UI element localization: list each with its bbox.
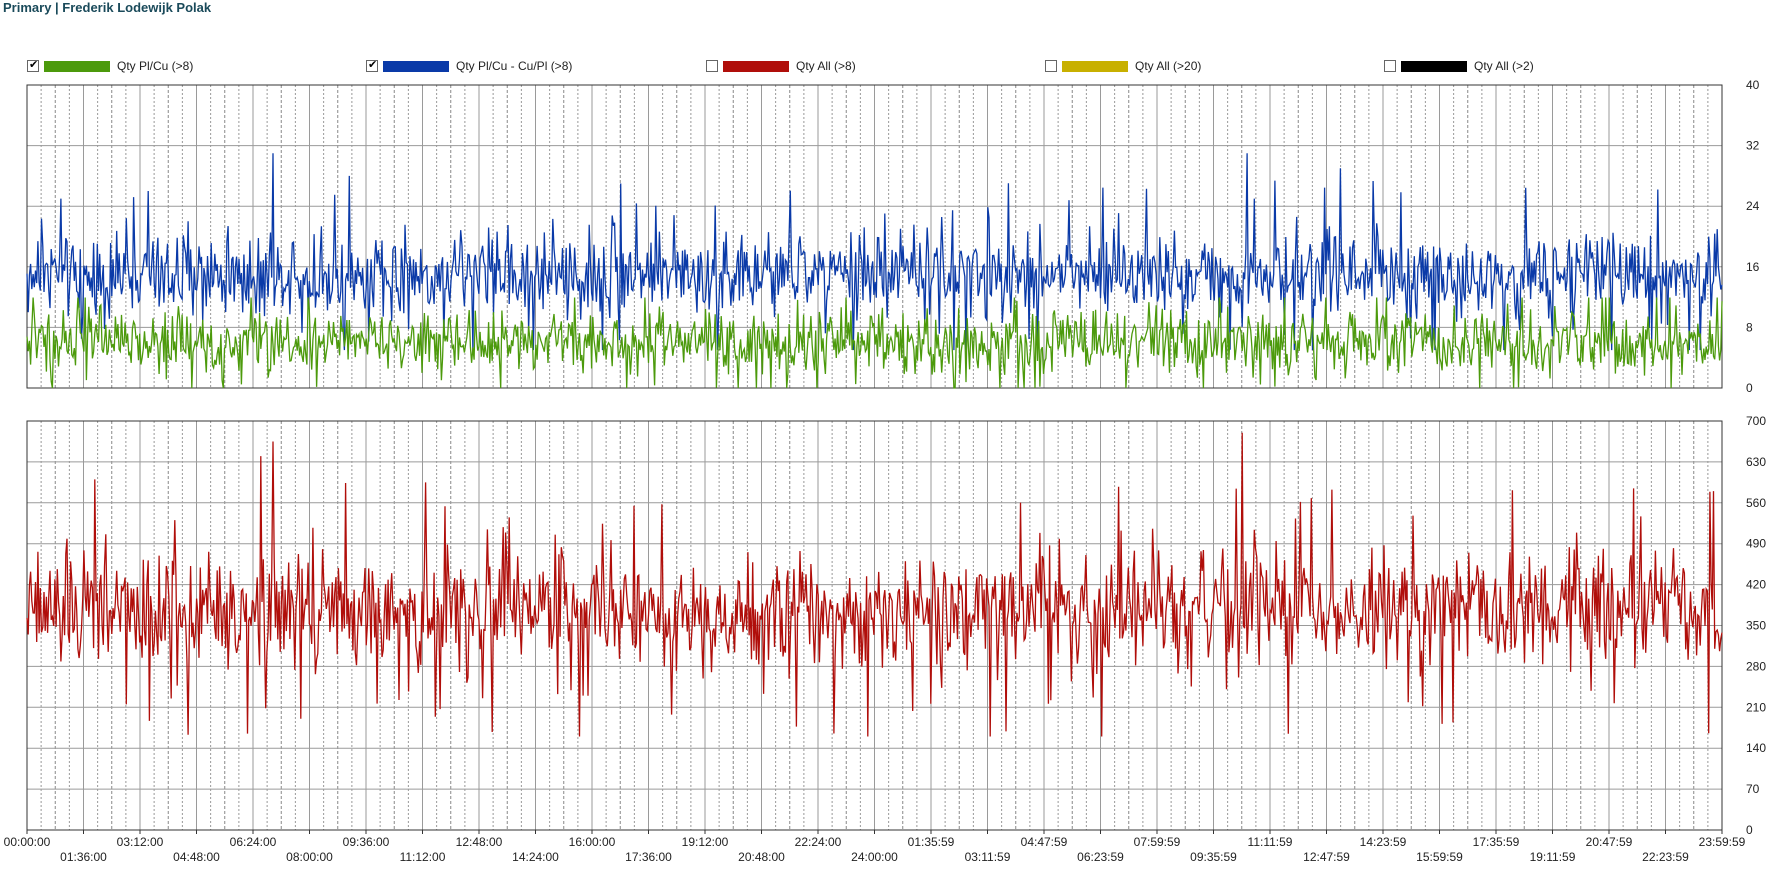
x-tick-label: 16:00:00 xyxy=(569,835,616,849)
x-tick-label: 23:59:59 xyxy=(1699,835,1746,849)
x-tick-label: 12:47:59 xyxy=(1303,850,1350,864)
x-tick-label: 08:00:00 xyxy=(286,850,333,864)
y-tick-label: 140 xyxy=(1746,741,1766,755)
legend-swatch xyxy=(44,60,110,72)
legend-checkbox[interactable] xyxy=(706,60,718,72)
x-tick-label: 00:00:00 xyxy=(4,835,51,849)
x-tick-label: 01:35:59 xyxy=(908,835,955,849)
x-tick-label: 24:00:00 xyxy=(851,850,898,864)
x-tick-label: 03:12:00 xyxy=(117,835,164,849)
legend-label: Qty All (>8) xyxy=(796,59,856,73)
x-tick-label: 04:48:00 xyxy=(173,850,220,864)
legend-checkbox[interactable] xyxy=(366,58,378,72)
legend-item[interactable]: Qty All (>20) xyxy=(1045,58,1201,74)
y-tick-label: 350 xyxy=(1746,619,1766,633)
x-tick-label: 20:48:00 xyxy=(738,850,785,864)
chart-panel-top: 0 8 16 24 32 40 xyxy=(26,78,1760,395)
y-tick-label: 16 xyxy=(1746,260,1760,274)
x-tick-label: 17:36:00 xyxy=(625,850,672,864)
y-tick-label: 70 xyxy=(1746,782,1760,796)
x-tick-label: 04:47:59 xyxy=(1021,835,1068,849)
y-tick-label: 40 xyxy=(1746,78,1760,92)
legend-label: Qty Pl/Cu (>8) xyxy=(117,59,194,73)
x-tick-label: 22:23:59 xyxy=(1642,850,1689,864)
x-tick-label: 12:48:00 xyxy=(456,835,503,849)
y-tick-label: 0 xyxy=(1746,823,1753,837)
y-tick-label: 24 xyxy=(1746,199,1760,213)
chart-panel-bottom: 0 70 140 210 280 350 420 490 560 630 700 00:00:00 01… xyxy=(4,414,1767,864)
legend-swatch xyxy=(383,60,449,72)
y-tick-label: 32 xyxy=(1746,139,1760,153)
plot-frame xyxy=(26,84,1723,389)
x-tick-label: 14:23:59 xyxy=(1360,835,1407,849)
legend-item[interactable]: Qty Pl/Cu (>8) xyxy=(27,58,193,74)
legend-checkbox[interactable] xyxy=(1384,60,1396,72)
x-tick-label: 09:35:59 xyxy=(1190,850,1237,864)
legend-swatch xyxy=(1401,60,1467,72)
x-tick-label: 11:11:59 xyxy=(1248,835,1293,849)
series-line xyxy=(26,297,1723,389)
series-line xyxy=(26,153,1723,351)
x-tick-label: 22:24:00 xyxy=(795,835,842,849)
y-tick-label: 210 xyxy=(1746,700,1766,714)
x-tick-label: 19:12:00 xyxy=(682,835,729,849)
y-tick-label: 8 xyxy=(1746,320,1753,334)
y-tick-label: 0 xyxy=(1746,381,1753,395)
y-tick-label: 700 xyxy=(1746,414,1766,428)
x-tick-label: 14:24:00 xyxy=(512,850,559,864)
page-title: Primary | Frederik Lodewijk Polak xyxy=(3,0,212,15)
legend-label: Qty All (>20) xyxy=(1135,59,1202,73)
y-tick-label: 420 xyxy=(1746,578,1766,592)
legend-swatch xyxy=(1062,60,1128,72)
x-tick-label: 15:59:59 xyxy=(1416,850,1463,864)
y-tick-label: 280 xyxy=(1746,659,1766,673)
x-tick-label: 03:11:59 xyxy=(965,850,1011,864)
legend-label: Qty All (>2) xyxy=(1474,59,1534,73)
x-tick-label: 20:47:59 xyxy=(1586,835,1633,849)
legend-checkbox[interactable] xyxy=(27,58,39,72)
x-tick-label: 09:36:00 xyxy=(343,835,390,849)
legend-item[interactable]: Qty All (>2) xyxy=(1384,58,1534,74)
x-tick-label: 11:12:00 xyxy=(400,850,446,864)
y-tick-label: 490 xyxy=(1746,537,1766,551)
x-tick-label: 06:23:59 xyxy=(1077,850,1124,864)
legend-item[interactable]: Qty Pl/Cu - Cu/Pl (>8) xyxy=(366,58,572,74)
legend-swatch xyxy=(723,60,789,72)
series-line xyxy=(26,432,1723,737)
x-tick-label: 06:24:00 xyxy=(230,835,277,849)
x-tick-label: 17:35:59 xyxy=(1473,835,1520,849)
y-tick-label: 560 xyxy=(1746,496,1766,510)
x-tick-label: 19:11:59 xyxy=(1530,850,1576,864)
legend-label: Qty Pl/Cu - Cu/Pl (>8) xyxy=(456,59,573,73)
x-tick-label: 01:36:00 xyxy=(60,850,107,864)
legend-checkbox[interactable] xyxy=(1045,60,1057,72)
y-tick-label: 630 xyxy=(1746,455,1766,469)
x-tick-label: 07:59:59 xyxy=(1134,835,1181,849)
legend-item[interactable]: Qty All (>8) xyxy=(706,58,856,74)
